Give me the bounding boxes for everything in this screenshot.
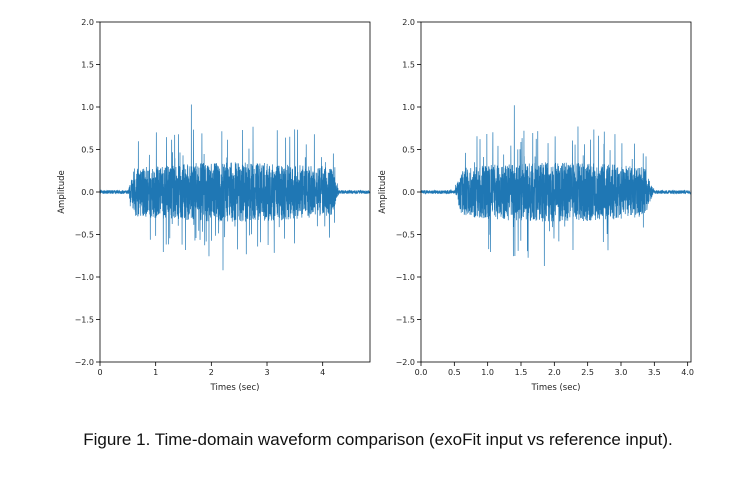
x-tick-label: 2 (209, 368, 214, 377)
y-tick-label: −1.5 (396, 316, 415, 325)
x-ticks-exofit: 0 1 2 3 4 (97, 362, 325, 377)
x-tick-label: 3 (264, 368, 269, 377)
x-tick-label: 0.5 (448, 368, 461, 377)
x-tick-label: 1 (153, 368, 158, 377)
y-tick-label: 1.0 (81, 103, 94, 112)
y-tick-label: 1.5 (81, 61, 94, 70)
x-tick-label: 2.0 (548, 368, 561, 377)
y-tick-label: 2.0 (402, 18, 415, 27)
x-tick-label: 0 (97, 368, 102, 377)
y-tick-label: −0.5 (75, 231, 94, 240)
x-axis-label-reference: Times (sec) (531, 383, 581, 393)
y-ticks-exofit: −2.0 −1.5 −1.0 −0.5 0.0 0.5 1.0 1.5 2.0 (75, 18, 100, 367)
y-tick-label: 2.0 (81, 18, 94, 27)
y-tick-label: 1.5 (402, 61, 415, 70)
x-tick-label: 4.0 (681, 368, 694, 377)
x-tick-label: 0.0 (415, 368, 428, 377)
x-axis-label-exofit: Times (sec) (210, 383, 260, 393)
x-tick-label: 4 (320, 368, 325, 377)
x-tick-label: 3.5 (648, 368, 661, 377)
figure-caption: Figure 1. Time-domain waveform compariso… (83, 430, 673, 449)
waveform-figure: −2.0 −1.5 −1.0 −0.5 0.0 0.5 1.0 1.5 2.0 0 1 2 3 4 Ti… (57, 18, 694, 393)
y-axis-label-reference: Amplitude (378, 170, 388, 214)
y-tick-label: −1.5 (75, 316, 94, 325)
x-tick-label: 3.0 (615, 368, 628, 377)
y-tick-label: 0.0 (402, 188, 415, 197)
x-ticks-reference: 0.0 0.5 1.0 1.5 2.0 2.5 3.0 3.5 4.0 (415, 362, 694, 377)
y-ticks-reference: −2.0 −1.5 −1.0 −0.5 0.0 0.5 1.0 1.5 2.0 (396, 18, 421, 367)
y-axis-label-exofit: Amplitude (57, 170, 67, 214)
x-tick-label: 2.5 (581, 368, 594, 377)
y-tick-label: −2.0 (396, 358, 415, 367)
x-tick-label: 1.0 (481, 368, 494, 377)
y-tick-label: −2.0 (75, 358, 94, 367)
waveform-line-exofit (99, 104, 371, 271)
y-tick-label: −1.0 (75, 273, 94, 282)
panel-exofit: −2.0 −1.5 −1.0 −0.5 0.0 0.5 1.0 1.5 2.0 0 1 2 3 4 Ti… (57, 18, 371, 393)
panel-reference: −2.0 −1.5 −1.0 −0.5 0.0 0.5 1.0 1.5 2.0 0.0 0.5 1.… (378, 18, 694, 393)
y-tick-label: −1.0 (396, 273, 415, 282)
y-tick-label: 0.5 (81, 146, 94, 155)
y-tick-label: 0.0 (81, 188, 94, 197)
waveform-line-reference (420, 105, 692, 266)
y-tick-label: 0.5 (402, 146, 415, 155)
x-tick-label: 1.5 (515, 368, 528, 377)
y-tick-label: 1.0 (402, 103, 415, 112)
y-tick-label: −0.5 (396, 231, 415, 240)
